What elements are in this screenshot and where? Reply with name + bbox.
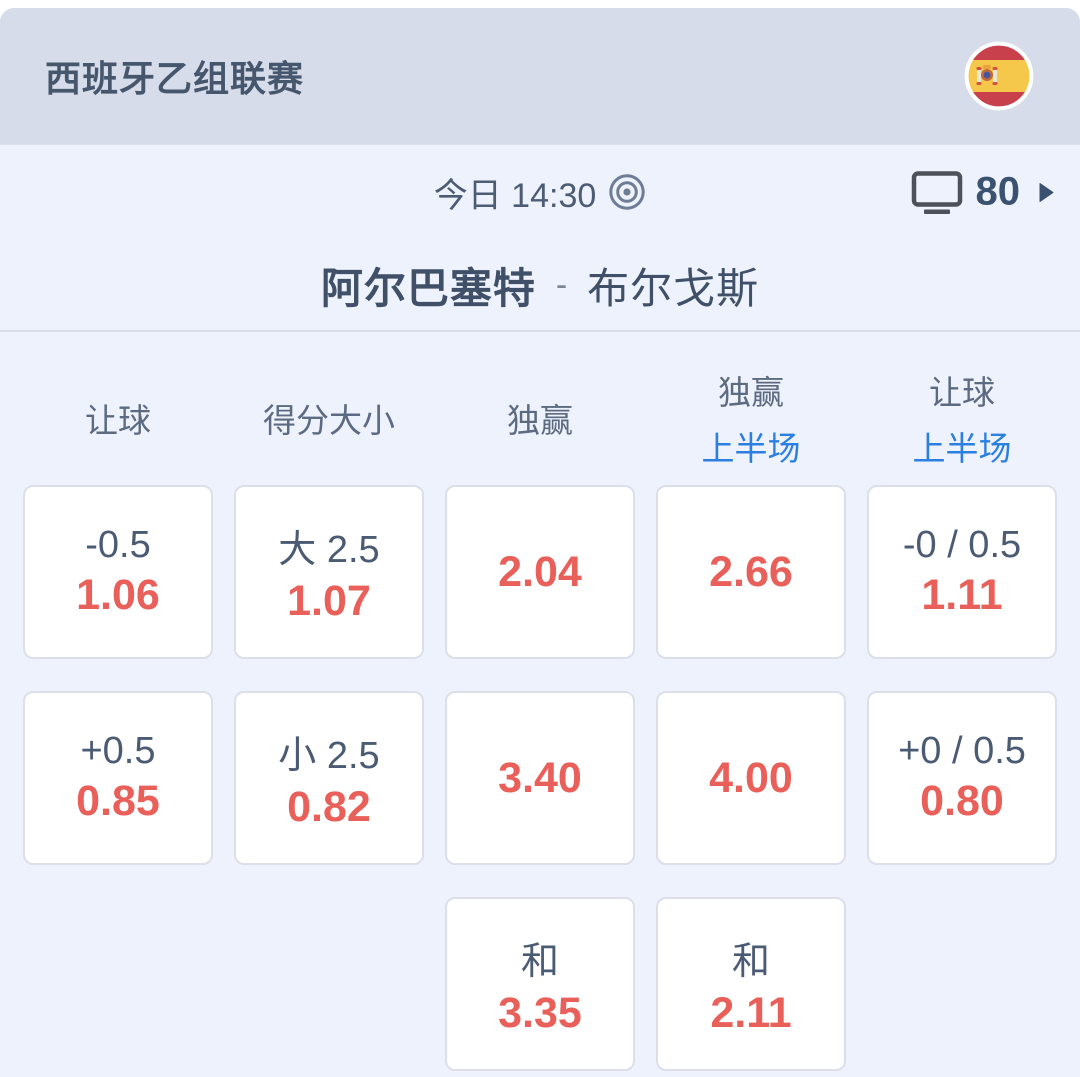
odds-cell[interactable]: -0 / 0.5 1.11 [867, 485, 1057, 659]
column-header-label: 独赢 [507, 402, 573, 439]
odds-cell[interactable]: 3.40 [445, 691, 635, 865]
column-header-moneyline-first-half: 独赢 上半场 [656, 366, 846, 470]
divider [0, 330, 1080, 332]
odds-cell-value: 2.11 [710, 989, 792, 1037]
column-header-total-points: 得分大小 [234, 366, 424, 470]
odds-cell-value: 0.85 [76, 777, 160, 825]
odds-cell-label: +0.5 [80, 730, 156, 772]
odds-cell[interactable]: 小 2.5 0.82 [234, 691, 424, 865]
top-wrap: 西班牙乙组联赛 [0, 0, 1080, 144]
odds-cell[interactable]: 和 3.35 [445, 897, 635, 1071]
match-meta-row: 今日 14:30 80 [0, 144, 1080, 240]
right-arrow-icon [1039, 182, 1054, 202]
channel-count: 80 [975, 169, 1021, 214]
column-header-sublabel: 上半场 [701, 430, 801, 467]
home-team-name: 阿尔巴塞特 [320, 264, 536, 312]
column-header-sublabel: 上半场 [912, 430, 1012, 467]
time-group: 今日 14:30 [434, 168, 647, 217]
odds-cell-label: -0 / 0.5 [902, 524, 1022, 566]
odds-cell-value: 3.35 [498, 989, 582, 1037]
spain-flag-icon [964, 41, 1034, 111]
odds-cell[interactable]: 大 2.5 1.07 [234, 485, 424, 659]
column-header-label: 让球 [85, 402, 151, 439]
odds-cell-label: 和 [520, 941, 559, 983]
odds-cell-label: +0 / 0.5 [898, 730, 1026, 772]
column-header-handicap-first-half: 让球 上半场 [867, 366, 1057, 470]
odds-cell[interactable]: +0 / 0.5 0.80 [867, 691, 1057, 865]
odds-column-headers: 让球 得分大小 独赢 独赢 上半场 让球 上半场 [0, 366, 1080, 468]
column-header-label: 得分大小 [263, 402, 395, 439]
odds-cell[interactable]: 2.04 [445, 485, 635, 659]
odds-cell-value: 0.80 [920, 777, 1004, 825]
away-team-name: 布尔戈斯 [587, 264, 760, 312]
odds-grid: -0.5 1.06 大 2.5 1.07 2.04 2.66 -0 / 0.5 … [0, 485, 1080, 1071]
odds-cell-value: 3.40 [498, 753, 582, 802]
odds-cell[interactable]: 和 2.11 [656, 897, 846, 1071]
odds-cell[interactable]: +0.5 0.85 [23, 691, 213, 865]
odds-cell-value: 2.04 [498, 547, 582, 596]
tv-channels-button[interactable]: 80 [911, 170, 1055, 215]
status-strip [0, 0, 1080, 8]
league-header: 西班牙乙组联赛 [0, 8, 1080, 144]
odds-cell[interactable]: 2.66 [656, 485, 846, 659]
odds-cell-value: 1.07 [287, 577, 371, 625]
league-title: 西班牙乙组联赛 [45, 58, 305, 99]
odds-cell[interactable]: -0.5 1.06 [23, 485, 213, 659]
odds-cell-label: -0.5 [85, 524, 151, 566]
match-time: 今日 14:30 [433, 176, 597, 215]
column-header-label: 独赢 [718, 374, 784, 411]
odds-cell-value: 1.06 [76, 571, 160, 619]
column-header-label: 让球 [929, 374, 995, 411]
column-header-handicap: 让球 [23, 366, 213, 470]
column-header-moneyline: 独赢 [445, 366, 635, 470]
tv-icon [911, 170, 962, 214]
odds-cell-value: 0.82 [287, 783, 371, 831]
match-title-row: 阿尔巴塞特 - 布尔戈斯 [0, 240, 1080, 330]
odds-cell-label: 小 2.5 [278, 735, 380, 777]
odds-cell[interactable]: 4.00 [656, 691, 846, 865]
odds-cell-value: 4.00 [709, 753, 793, 802]
odds-cell-value: 1.11 [921, 571, 1003, 619]
odds-cell-value: 2.66 [709, 547, 793, 596]
bullseye-icon[interactable] [608, 173, 646, 211]
team-separator: - [555, 265, 568, 304]
odds-cell-label: 大 2.5 [278, 529, 380, 571]
odds-cell-label: 和 [731, 941, 770, 983]
